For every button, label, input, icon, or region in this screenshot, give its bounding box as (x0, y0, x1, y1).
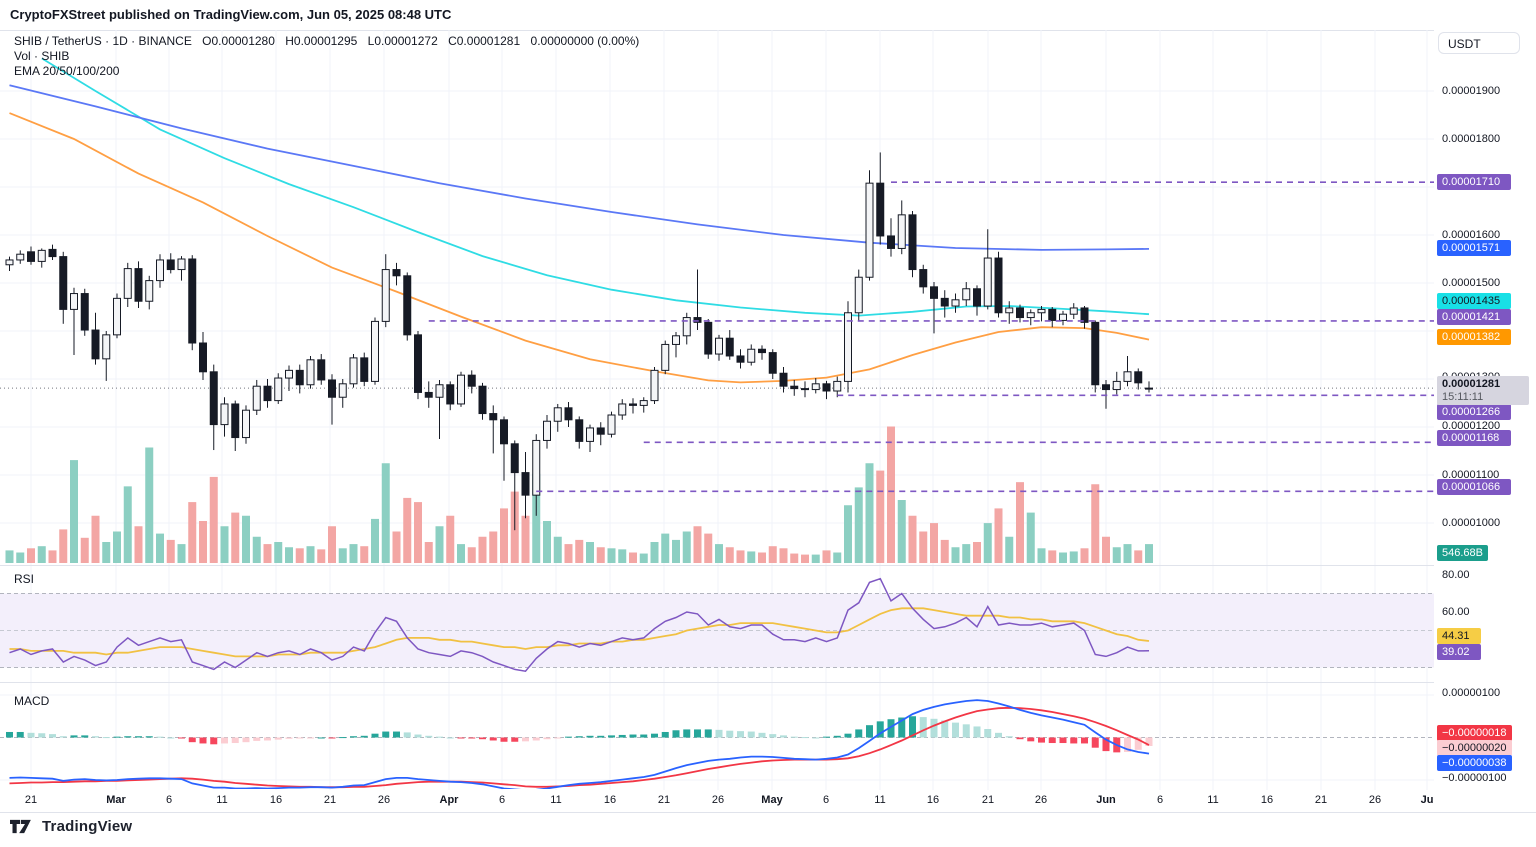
macd-panel-separator[interactable] (0, 682, 1536, 683)
candles (5, 152, 1153, 531)
time-axis[interactable]: 21 Mar 6 11 16 21 26 Apr 6 11 16 21 26 May 6 11 16 21 26 Ju… (0, 790, 1434, 812)
macd-panel (0, 694, 1434, 789)
volume-bars (5, 426, 1153, 563)
time-axis-label: May (761, 794, 783, 806)
time-axis-label: 11 (550, 794, 562, 806)
axis-label: 0.00001200 (1442, 420, 1501, 432)
time-axis-label: 16 (926, 794, 940, 806)
time-axis-label: 21 (981, 794, 995, 806)
rsi-panel-label[interactable]: RSI (14, 572, 35, 586)
chart-legend: SHIB / TetherUS · 1D · BINANCE O0.000012… (14, 34, 646, 79)
legend-symbol: SHIB / TetherUS · 1D · BINANCE (14, 34, 192, 48)
time-axis-label: Apr (439, 794, 459, 806)
axis-label: −0.00000100 (1442, 772, 1507, 784)
price-level-lines (428, 181, 1434, 493)
vertical-gridlines (30, 30, 1428, 790)
axis-badge: 0.00001066 (1437, 479, 1511, 495)
axis-label: 80.00 (1442, 569, 1470, 581)
rsi-ma-line (9, 607, 1150, 658)
legend-low: L0.00001272 (367, 34, 438, 48)
macd-signal-line (9, 706, 1150, 789)
axis-badge: 0.00001266 (1437, 404, 1511, 420)
time-axis-label: 11 (874, 794, 886, 806)
header-separator (0, 30, 1536, 31)
time-axis-label: 26 (377, 794, 391, 806)
macd-panel-label[interactable]: MACD (14, 694, 50, 708)
time-axis-label: 16 (603, 794, 617, 806)
main-chart[interactable] (0, 0, 1434, 790)
time-axis-label: 11 (216, 794, 228, 806)
rsi-panel (0, 577, 1434, 673)
axis-badge: 39.02 (1437, 644, 1481, 660)
time-axis-label: 21 (24, 794, 38, 806)
axis-badge: 0.00001168 (1437, 430, 1511, 446)
current-price-value: 0.00001281 (1442, 378, 1501, 390)
time-axis-label: 6 (822, 794, 830, 806)
axis-label: 0.00001600 (1442, 229, 1501, 241)
time-axis-label: 21 (323, 794, 337, 806)
time-axis-label: 26 (1368, 794, 1382, 806)
bottom-separator (0, 812, 1536, 813)
time-axis-label: 26 (1034, 794, 1048, 806)
axis-badge: −0.00000020 (1437, 740, 1512, 756)
legend-change: 0.00000000 (0.00%) (530, 34, 640, 48)
time-axis-label: Ju (1420, 794, 1434, 806)
time-axis-label: 16 (269, 794, 283, 806)
time-axis-label: 21 (1314, 794, 1328, 806)
axis-label: 0.00001800 (1442, 133, 1501, 145)
ema-blue-line (9, 84, 1150, 251)
legend-open: O0.00001280 (202, 34, 275, 48)
time-axis-label: Jun (1096, 794, 1116, 806)
axis-badge: 44.31 (1437, 628, 1481, 644)
price-panel (0, 57, 1434, 563)
axis-label: 60.00 (1442, 606, 1470, 618)
ema-orange-line (9, 112, 1150, 384)
axis-badge: 0.00001571 (1437, 240, 1511, 256)
currency-toggle-button[interactable]: USDT (1438, 32, 1520, 54)
macd-line (9, 699, 1150, 789)
axis-label: 0.00001500 (1442, 277, 1501, 289)
axis-label: 0.00001900 (1442, 85, 1501, 97)
bar-countdown: 15:11:11 (1442, 391, 1484, 403)
time-axis-label: 6 (165, 794, 173, 806)
axis-badge: −0.00000038 (1437, 755, 1512, 771)
tradingview-brand-text: TradingView (42, 818, 133, 835)
time-axis-label: 21 (657, 794, 671, 806)
time-axis-label: 11 (1207, 794, 1219, 806)
legend-close: C0.00001281 (448, 34, 521, 48)
macd-histogram (6, 716, 1153, 753)
time-axis-label: Mar (106, 794, 126, 806)
rsi-line (9, 577, 1150, 673)
axis-badge: 0.00001421 (1437, 309, 1511, 325)
axis-badge: 0.00001435 (1437, 293, 1511, 309)
legend-volume-row[interactable]: Vol · SHIB (14, 49, 70, 63)
time-axis-label: 6 (1156, 794, 1164, 806)
time-axis-label: 6 (498, 794, 506, 806)
tradingview-link[interactable]: TradingView (10, 818, 132, 835)
rsi-panel-separator[interactable] (0, 565, 1536, 566)
legend-high: H0.00001295 (285, 34, 358, 48)
axis-label: 0.00001000 (1442, 517, 1501, 529)
axis-badge: 0.00001710 (1437, 174, 1511, 190)
axis-badge: 0.00001382 (1437, 329, 1511, 345)
time-axis-label: 16 (1260, 794, 1274, 806)
legend-ema-row[interactable]: EMA 20/50/100/200 (14, 64, 120, 78)
axis-label: 0.00001100 (1442, 469, 1500, 481)
tradingview-logo-icon (10, 819, 31, 834)
axis-badge: −0.00000018 (1437, 725, 1512, 741)
axis-badge: 546.68B (1437, 545, 1488, 561)
price-axis-column[interactable]: USDT 0.00001900 0.00001800 0.00001600 0.000… (1434, 30, 1536, 812)
current-price-badge: 0.00001281 15:11:11 (1437, 376, 1529, 405)
legend-symbol-row[interactable]: SHIB / TetherUS · 1D · BINANCE O0.000012… (14, 34, 646, 49)
axis-label: 0.00000100 (1442, 687, 1501, 699)
publication-title: CryptoFXStreet published on TradingView.… (10, 7, 452, 22)
time-axis-label: 26 (711, 794, 725, 806)
